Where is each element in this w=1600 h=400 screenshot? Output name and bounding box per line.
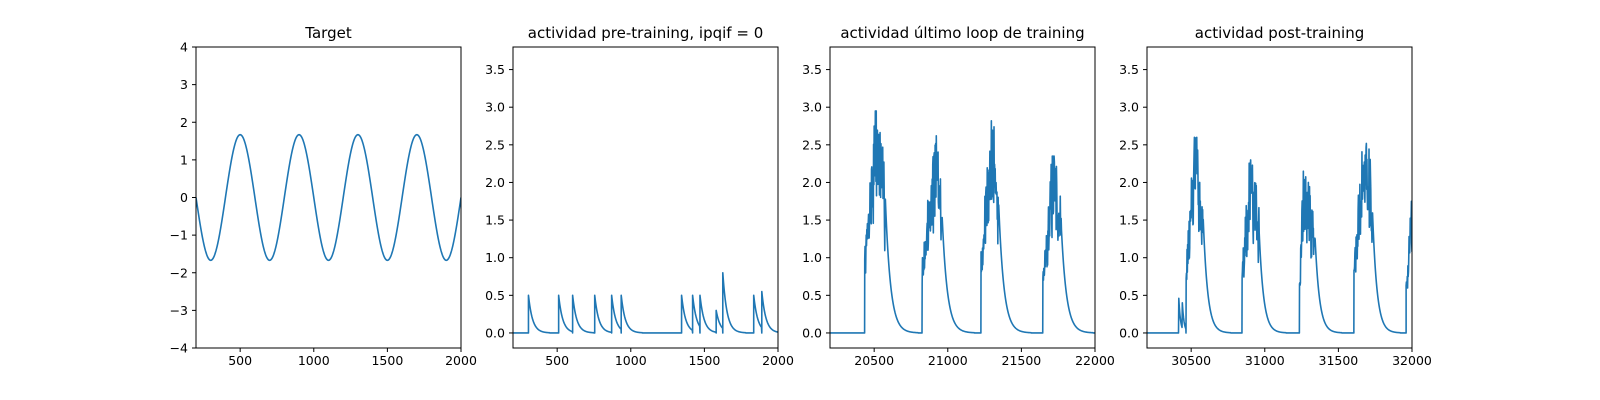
y-tick-label: 0 (180, 190, 188, 205)
y-tick-label: −3 (170, 303, 188, 318)
y-tick-label: 3 (180, 77, 188, 92)
x-tick-label: 22000 (1075, 353, 1115, 368)
y-tick-label: 2.5 (802, 137, 822, 152)
panel-title: Target (304, 24, 352, 42)
series-line (1147, 136, 1412, 334)
panel-last-training-loop: actividad último loop de training 20500 2… (802, 24, 1115, 368)
axes-frame (195, 46, 462, 349)
y-tick-label: 1.0 (1119, 250, 1139, 265)
y-tick-label: 3.0 (1119, 100, 1139, 115)
x-tick-label: 30500 (1171, 353, 1211, 368)
y-tick-label: −2 (170, 265, 188, 280)
y-tick-label: 2.5 (485, 137, 505, 152)
panel-title: actividad pre-training, ipqif = 0 (528, 24, 764, 42)
y-tick-label: 2.0 (485, 175, 505, 190)
axes-frame (829, 46, 1096, 349)
x-tick-label: 20500 (854, 353, 894, 368)
x-tick-label: 1000 (298, 353, 330, 368)
series-line (830, 110, 1095, 334)
x-tick-label: 2000 (762, 353, 794, 368)
y-tick-label: 3.0 (802, 100, 822, 115)
panel-target: Target 500 1000 1500 2000 −4 −3 −2 −1 0 1 2 3 4 (170, 24, 477, 368)
y-tick-label: 3.5 (485, 62, 505, 77)
x-tick-label: 31500 (1319, 353, 1359, 368)
y-tick-label: 0.5 (1119, 288, 1139, 303)
y-tick-label: 0.0 (485, 325, 505, 340)
y-tick-label: 2.5 (1119, 137, 1139, 152)
y-tick-label: 1 (180, 152, 188, 167)
y-tick-label: 0.0 (1119, 325, 1139, 340)
panel-post-training: actividad post-training 30500 31000 31500 3… (1119, 24, 1432, 368)
y-tick-label: 3.0 (485, 100, 505, 115)
panel-title: actividad último loop de training (840, 24, 1084, 42)
y-tick-label: 0.5 (485, 288, 505, 303)
y-tick-label: 2.0 (1119, 175, 1139, 190)
x-tick-label: 500 (228, 353, 252, 368)
y-tick-label: 1.5 (1119, 213, 1139, 228)
x-tick-label: 21000 (928, 353, 968, 368)
y-tick-label: 1.0 (485, 250, 505, 265)
y-tick-label: 2.0 (802, 175, 822, 190)
axes-frame (512, 46, 779, 349)
x-tick-label: 21500 (1002, 353, 1042, 368)
y-tick-label: 0.0 (802, 325, 822, 340)
y-tick-label: 1.5 (802, 213, 822, 228)
x-tick-label: 31000 (1245, 353, 1285, 368)
x-tick-label: 32000 (1392, 353, 1432, 368)
y-tick-label: 3.5 (802, 62, 822, 77)
x-tick-label: 1000 (615, 353, 647, 368)
x-tick-label: 500 (545, 353, 569, 368)
x-tick-label: 2000 (445, 353, 477, 368)
y-tick-label: −4 (170, 341, 188, 356)
series-line (196, 133, 461, 262)
y-tick-label: 1.5 (485, 213, 505, 228)
panel-title: actividad post-training (1195, 24, 1364, 42)
axes-frame (1146, 46, 1413, 349)
y-tick-label: −1 (170, 228, 188, 243)
y-tick-label: 1.0 (802, 250, 822, 265)
y-tick-label: 0.5 (802, 288, 822, 303)
x-tick-label: 1500 (688, 353, 720, 368)
y-tick-label: 4 (180, 40, 188, 55)
y-tick-label: 2 (180, 115, 188, 130)
x-tick-label: 1500 (371, 353, 403, 368)
panel-pre-training: actividad pre-training, ipqif = 0 500 100… (485, 24, 794, 368)
series-line (513, 271, 778, 334)
y-tick-label: 3.5 (1119, 62, 1139, 77)
